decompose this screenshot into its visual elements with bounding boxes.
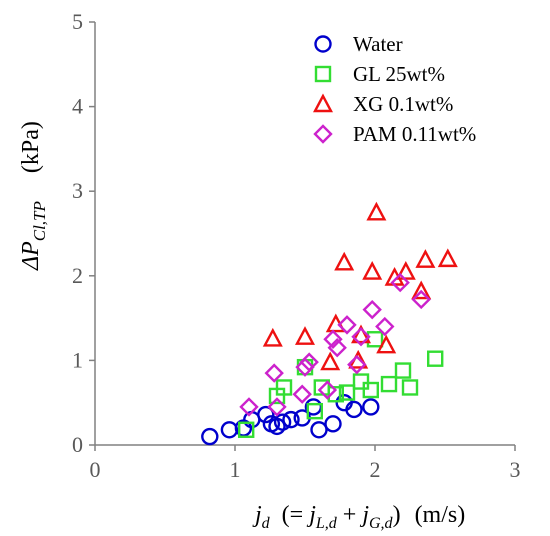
data-point [362,261,383,280]
data-point [362,398,380,416]
legend-marker-diamond [313,124,333,144]
data-point [415,249,436,268]
data-point [264,363,284,383]
data-point [394,362,412,379]
tick-labels: 0 1 2 3 4 5 0 1 2 3 [72,9,521,482]
data-point [338,384,356,401]
data-point [220,421,239,439]
legend-marker-square [314,65,332,83]
data-point [243,410,261,429]
data-point [337,315,357,335]
data-point [351,327,371,347]
legend-label: XG 0.1wt% [353,92,453,116]
data-point [323,329,343,349]
data-points [201,201,458,446]
x-tick-label: 0 [90,457,101,482]
data-point [352,373,370,390]
legend-marker-triangle [313,93,333,113]
series-diamond [239,272,431,417]
data-point [310,421,328,439]
data-point [239,397,259,417]
data-point [411,280,432,300]
data-point [273,413,292,431]
data-point [411,289,431,310]
data-point [327,386,344,403]
y-tick-label: 5 [72,9,83,34]
data-point [295,357,315,377]
data-point [375,316,395,337]
data-point [306,402,323,420]
x-tick-label: 1 [230,457,241,482]
data-point [401,379,419,396]
legend-label: PAM 0.11wt% [353,122,476,146]
y-axis-label: ΔPCl,TP(kPa) [18,121,49,271]
x-tick-label: 2 [370,457,381,482]
y-tick-label: 3 [72,178,83,203]
data-point [317,380,338,400]
data-point [299,352,319,372]
data-point [292,384,312,404]
data-point [390,272,410,293]
data-point [362,299,382,320]
data-point [262,327,283,347]
x-tick-label: 3 [510,457,521,482]
data-point [366,331,384,348]
data-point [320,351,341,371]
data-point [345,400,363,419]
y-tick-label: 4 [72,94,83,119]
data-point [437,248,458,268]
data-point [282,410,300,429]
y-tick-label: 2 [72,263,83,288]
series-circle [201,394,380,446]
data-point [295,326,315,345]
data-point [376,334,397,354]
data-point [327,338,347,358]
y-tick-label: 0 [72,432,83,457]
data-point [366,201,387,221]
data-point [334,251,355,271]
data-point [275,379,293,396]
data-point [380,375,398,393]
axes [89,21,516,451]
data-point [351,324,371,344]
legend-marker-circle [314,35,332,53]
legend: Water GL 25wt% XG 0.1wt% PAM 0.11wt% [313,32,476,146]
y-tick-label: 1 [72,347,83,372]
data-point [324,415,342,433]
data-point [201,427,219,446]
legend-label: GL 25wt% [353,62,445,86]
data-point [362,381,379,399]
data-point [237,421,255,438]
data-point [257,405,275,424]
data-point [395,261,416,280]
legend-label: Water [353,32,403,56]
x-axis-label: jd (= jL,d + jG,d) (m/s) [252,502,465,532]
data-point [347,354,367,375]
data-point [427,350,444,367]
data-point [267,397,287,417]
